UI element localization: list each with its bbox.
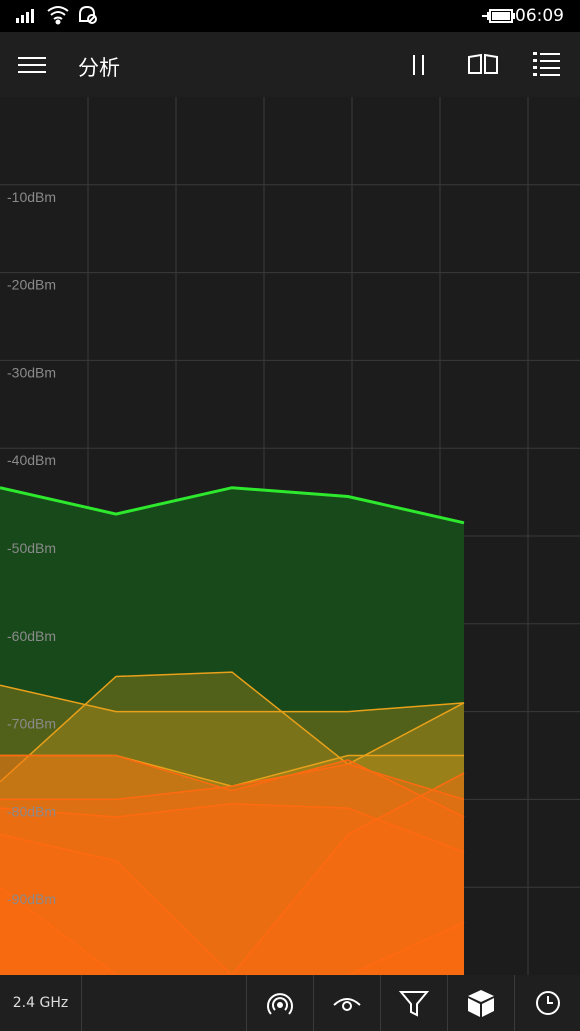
y-tick-label: -40dBm	[7, 452, 56, 468]
y-tick-label: -60dBm	[7, 628, 56, 644]
status-bar: 06:09	[0, 0, 580, 32]
network-area[interactable]	[0, 672, 464, 975]
network-line	[0, 684, 465, 713]
status-icons	[16, 5, 97, 25]
y-tick-label: -30dBm	[7, 364, 56, 380]
y-tick-label: -50dBm	[7, 540, 56, 556]
y-tick-label: -90dBm	[7, 891, 56, 907]
hotspot-icon	[267, 993, 293, 1015]
network-line	[0, 763, 465, 801]
y-tick-label: -20dBm	[7, 277, 56, 293]
monitor-button[interactable]	[313, 975, 380, 1031]
network-area[interactable]	[0, 803, 464, 975]
app-bar: 2.4 GHz	[0, 975, 580, 1031]
app-header: 分析	[0, 32, 580, 97]
channel-view-button[interactable]	[447, 975, 514, 1031]
page-title: 分析	[78, 56, 120, 80]
y-tick-label: -10dBm	[7, 189, 56, 205]
network-line	[0, 754, 465, 818]
network-area[interactable]	[0, 773, 464, 975]
network-area[interactable]	[0, 487, 464, 975]
reading-view-icon[interactable]	[463, 45, 503, 85]
chart-svg: -10dBm -20dBm -30dBm -40dBm -50dBm -60dBm -70d…	[0, 97, 580, 977]
band-selector[interactable]: 2.4 GHz	[0, 975, 82, 1031]
cube-icon	[468, 990, 494, 1017]
filter-icon	[398, 991, 430, 1017]
network-area[interactable]	[0, 887, 464, 975]
network-line	[0, 803, 465, 853]
eye-icon	[333, 998, 361, 1011]
filter-button[interactable]	[380, 975, 447, 1031]
clock-icon	[536, 991, 560, 1015]
battery-charging-icon	[482, 9, 515, 23]
signal-chart: -10dBm -20dBm -30dBm -40dBm -50dBm -60dBm -70d…	[0, 97, 580, 977]
history-button[interactable]	[514, 975, 580, 1031]
signal-icon	[16, 9, 34, 23]
network-area[interactable]	[0, 755, 464, 976]
y-tick-label: -70dBm	[7, 716, 56, 732]
network-line	[0, 486, 465, 525]
y-tick-label: -80dBm	[7, 803, 56, 819]
hotspot-button[interactable]	[246, 975, 313, 1031]
network-line	[0, 671, 465, 783]
quiet-hours-icon	[79, 5, 97, 24]
wifi-icon	[47, 6, 69, 25]
pause-icon[interactable]	[399, 45, 439, 85]
hamburger-icon[interactable]	[14, 46, 54, 86]
network-area[interactable]	[0, 755, 464, 976]
list-view-icon[interactable]	[527, 45, 567, 85]
network-area[interactable]	[0, 685, 464, 975]
clock-time: 06:09	[515, 6, 564, 26]
